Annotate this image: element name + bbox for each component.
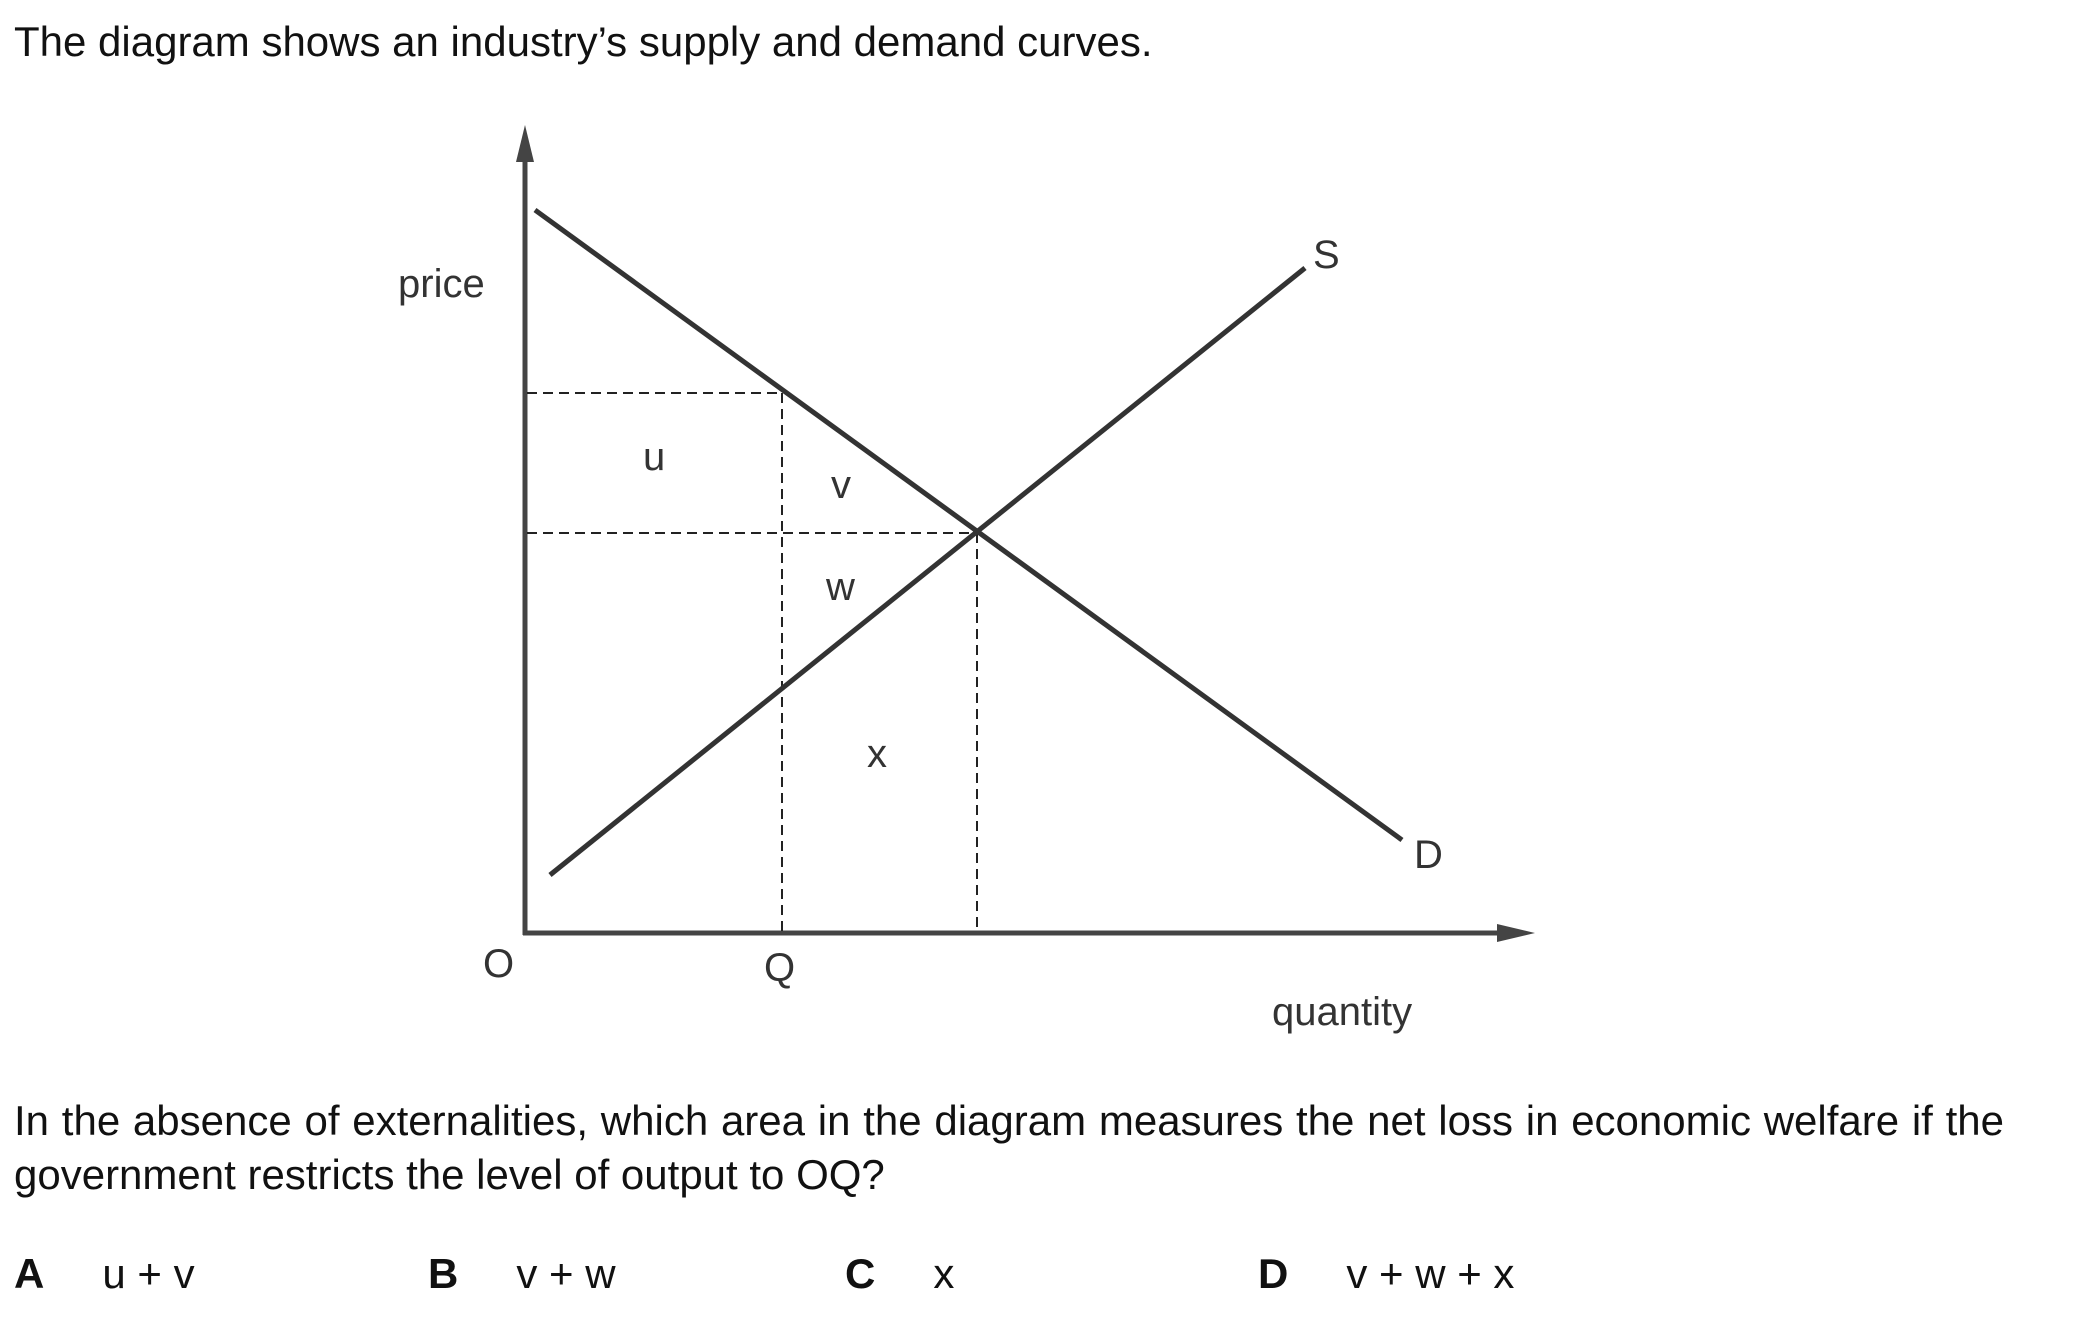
question-text: In the absence of externalities, which a… bbox=[14, 1097, 2004, 1198]
x-axis-arrowhead bbox=[1497, 924, 1535, 942]
supply-curve bbox=[548, 266, 1307, 877]
area-x-label: x bbox=[867, 732, 887, 776]
option-text: v + w + x bbox=[1346, 1250, 1515, 1297]
option-letter: A bbox=[14, 1250, 45, 1297]
y-axis-arrowhead bbox=[516, 125, 534, 162]
demand-curve bbox=[533, 207, 1404, 843]
area-v-label: v bbox=[831, 463, 851, 507]
option-text: x bbox=[933, 1250, 955, 1297]
option-letter: B bbox=[428, 1250, 459, 1297]
demand-label: D bbox=[1414, 833, 1443, 877]
origin-label: O bbox=[483, 942, 514, 986]
option-text: u + v bbox=[102, 1250, 195, 1297]
option-letter: C bbox=[845, 1250, 876, 1297]
option-text: v + w bbox=[516, 1250, 616, 1297]
area-u-label: u bbox=[643, 435, 665, 479]
area-w-label: w bbox=[825, 565, 855, 609]
question-intro: The diagram shows an industry’s supply a… bbox=[14, 18, 1153, 65]
option-letter: D bbox=[1258, 1250, 1289, 1297]
q-label: Q bbox=[764, 946, 795, 990]
y-axis-label: price bbox=[398, 262, 485, 306]
supply-label: S bbox=[1313, 233, 1340, 277]
x-axis-label: quantity bbox=[1272, 990, 1412, 1034]
